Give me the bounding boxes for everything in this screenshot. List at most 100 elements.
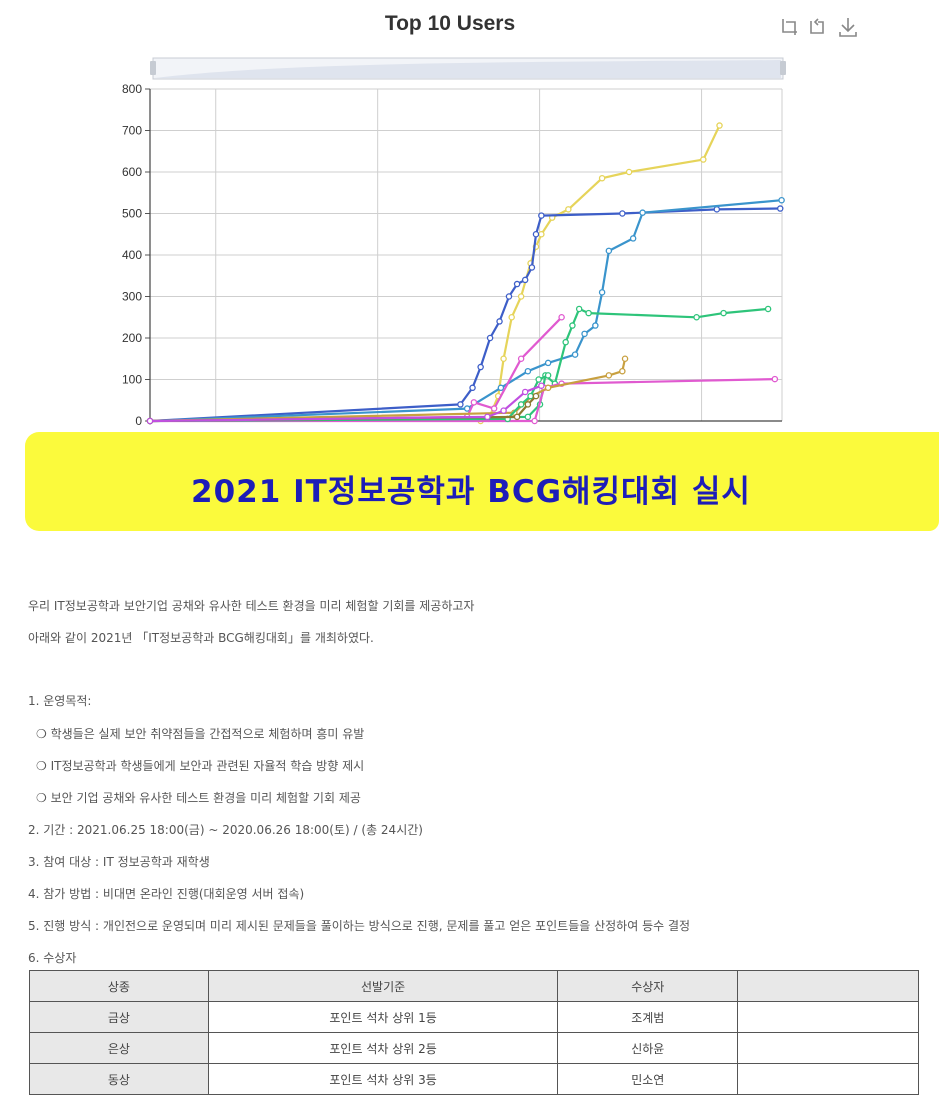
data-point [538,382,545,389]
data-point [531,417,538,425]
series-line-2 [149,207,781,423]
data-point [513,280,521,288]
data-point [713,206,721,213]
zoom-icon[interactable] [780,16,800,42]
data-point [457,401,464,408]
award-cell: 동상 [29,1063,209,1095]
data-point [639,209,646,216]
data-point [527,392,534,400]
winner-cell: 조계범 [557,1001,739,1033]
data-point [517,355,525,362]
data-point [771,375,779,383]
empty-cell [737,1032,919,1064]
zoom-reset-icon[interactable] [808,16,828,42]
data-point [484,413,491,421]
header-award: 상종 [29,970,209,1002]
announcement-banner [25,432,939,531]
purpose-heading: 1. 운영목적: [28,694,92,708]
data-point [500,355,507,362]
data-zoom-slider[interactable] [150,57,786,80]
data-point [700,156,707,163]
data-point [513,413,521,421]
header-empty [737,970,919,1002]
y-tick-label: 600 [122,165,142,179]
data-point [598,289,606,296]
criteria-cell: 포인트 석차 상위 2등 [207,1032,559,1064]
process-text: 5. 진행 방식 : 개인전으로 운영되며 미리 제시된 문제들을 풀이하는 방… [28,919,691,933]
y-tick-label: 400 [122,248,142,262]
data-point [486,334,494,342]
data-point [592,322,599,329]
data-point [535,376,542,383]
data-point [496,318,503,325]
data-point [575,305,583,313]
period-text: 2. 기간 : 2021.06.25 18:00(금) ~ 2020.06.26… [28,823,423,837]
data-point [720,309,727,317]
y-tick-label: 100 [122,373,142,387]
purpose-item-1: ❍ 학생들은 실제 보안 취약점들을 간접적으로 체험하며 흥미 유발 [36,727,365,741]
data-point [605,247,613,255]
series-line-3 [149,199,782,423]
chart-title: Top 10 Users [384,12,516,35]
data-point [508,313,515,321]
data-point [490,405,498,412]
prize-table: 상종 선발기준 수상자 금상 포인트 석차 상위 1등 조계범 은상 포인트 석… [29,970,919,1095]
criteria-cell: 포인트 석차 상위 1등 [207,1001,559,1033]
data-point [569,322,576,329]
data-point [505,293,513,300]
data-point [625,168,633,176]
data-point [517,293,525,300]
purpose-item-2: ❍ IT정보공학과 학생들에게 보안과 관련된 자율적 학습 방향 제시 [36,759,365,773]
criteria-cell: 포인트 석차 상위 3등 [207,1063,559,1095]
data-point [629,235,637,242]
method-text: 4. 참가 방법 : 비대면 온라인 진행(대회운영 서버 접속) [28,887,305,901]
y-tick-label: 800 [122,82,142,96]
data-point [146,417,154,425]
award-cell: 은상 [29,1032,209,1064]
data-point [538,230,545,238]
empty-cell [737,1063,919,1095]
winners-heading: 6. 수상자 [28,951,77,965]
data-point [463,405,471,412]
data-point [469,384,476,392]
data-point [619,367,626,375]
intro-text-2: 아래와 같이 2021년 「IT정보공학과 BCG해킹대회」를 개최하였다. [28,631,374,645]
data-point [585,309,592,317]
y-tick-label: 300 [122,290,142,304]
data-point [477,363,484,371]
data-point [778,196,785,204]
download-icon[interactable] [837,16,859,42]
data-point [497,384,505,392]
winner-cell: 신하윤 [557,1032,739,1064]
table-row: 은상 포인트 석차 상위 2등 신하윤 [29,1032,919,1064]
data-point [521,388,529,396]
data-point [544,359,552,367]
y-tick-label: 200 [122,331,142,345]
data-point [621,355,629,362]
series-line-5 [149,316,563,423]
header-winner: 수상자 [557,970,739,1002]
winner-cell: 민소연 [557,1063,739,1095]
data-point [517,401,525,408]
data-point [544,384,552,392]
data-point [571,351,579,358]
intro-text-1: 우리 IT정보공학과 보안기업 공채와 유사한 테스트 환경을 미리 체험할 기… [28,599,475,613]
target-text: 3. 참여 대상 : IT 정보공학과 재학생 [28,855,210,869]
data-point [500,407,507,414]
award-cell: 금상 [29,1001,209,1033]
data-point [544,372,552,379]
header-criteria: 선발기준 [207,970,559,1002]
empty-cell [737,1001,919,1033]
purpose-item-3: ❍ 보안 기업 공채와 유사한 테스트 환경을 미리 체험할 기회 제공 [36,791,361,805]
table-row: 금상 포인트 석차 상위 1등 조계범 [29,1001,919,1033]
data-point [581,330,588,338]
data-point [532,230,540,238]
y-tick-label: 500 [122,207,142,221]
data-point [538,212,545,219]
data-point [562,338,569,346]
data-point [524,367,532,375]
data-point [521,276,529,284]
data-point [619,210,626,217]
data-point [532,392,540,400]
data-point [693,313,700,321]
